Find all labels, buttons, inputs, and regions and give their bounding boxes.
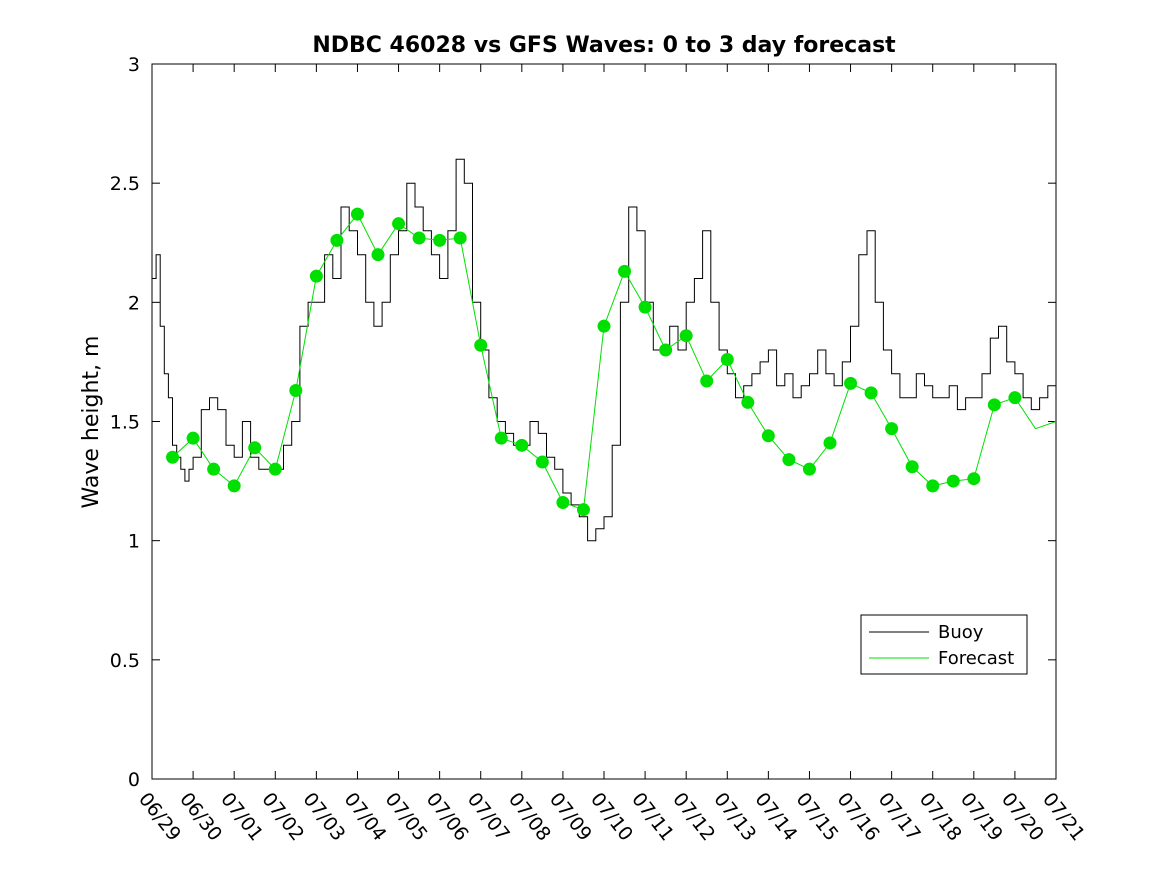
- forecast-marker: [412, 231, 426, 245]
- chart-title: NDBC 46028 vs GFS Waves: 0 to 3 day fore…: [312, 33, 896, 58]
- forecast-marker: [679, 329, 693, 343]
- forecast-marker: [618, 264, 632, 278]
- forecast-marker: [248, 441, 262, 455]
- x-tick-label: 07/15: [792, 789, 843, 846]
- x-tick-label: 07/10: [586, 789, 637, 846]
- x-tick-label: 07/16: [833, 789, 884, 846]
- x-tick-label: 07/20: [997, 789, 1048, 846]
- forecast-marker: [885, 422, 899, 436]
- forecast-marker: [371, 248, 385, 262]
- forecast-marker: [556, 496, 570, 510]
- plot-area: 00.511.522.5306/2906/3007/0107/0207/0307…: [110, 54, 1089, 845]
- forecast-marker: [515, 438, 529, 452]
- x-tick-label: 07/13: [709, 789, 760, 846]
- forecast-marker: [782, 453, 796, 467]
- forecast-marker: [350, 207, 364, 221]
- y-axis-label: Wave height, m: [79, 336, 104, 509]
- x-tick-label: 07/04: [340, 789, 391, 846]
- forecast-marker: [186, 431, 200, 445]
- forecast-marker: [844, 376, 858, 390]
- x-tick-label: 07/12: [668, 789, 719, 846]
- forecast-marker: [741, 395, 755, 409]
- forecast-marker: [433, 233, 447, 247]
- x-tick-label: 07/14: [750, 789, 801, 846]
- x-tick-label: 07/08: [504, 789, 555, 846]
- forecast-marker: [268, 462, 282, 476]
- y-tick-label: 1.5: [110, 412, 140, 434]
- forecast-marker: [946, 474, 960, 488]
- y-tick-label: 2.5: [110, 173, 140, 195]
- x-tick-label: 07/01: [216, 789, 267, 846]
- forecast-marker: [535, 455, 549, 469]
- forecast-marker: [864, 386, 878, 400]
- x-tick-label: 07/02: [257, 789, 308, 846]
- forecast-marker: [494, 431, 508, 445]
- x-tick-label: 07/09: [545, 789, 596, 846]
- x-tick-label: 07/05: [381, 789, 432, 846]
- forecast-marker: [1008, 391, 1022, 405]
- y-tick-label: 0.5: [110, 650, 140, 672]
- forecast-marker: [453, 231, 467, 245]
- x-tick-label: 07/21: [1038, 789, 1089, 846]
- forecast-marker: [330, 233, 344, 247]
- forecast-marker: [207, 462, 221, 476]
- x-tick-label: 06/30: [175, 789, 226, 846]
- x-tick-label: 07/03: [298, 789, 349, 846]
- forecast-marker: [227, 479, 241, 493]
- x-tick-label: 06/29: [134, 789, 185, 846]
- forecast-marker: [823, 436, 837, 450]
- legend-box: [860, 614, 1028, 675]
- forecast-marker: [576, 503, 590, 517]
- y-tick-label: 3: [128, 54, 140, 76]
- forecast-series-line: [172, 213, 1057, 511]
- forecast-marker: [802, 462, 816, 476]
- forecast-marker: [392, 217, 406, 231]
- forecast-marker: [720, 353, 734, 367]
- forecast-marker: [700, 374, 714, 388]
- forecast-marker: [597, 319, 611, 333]
- x-tick-label: 07/11: [627, 789, 678, 846]
- forecast-marker: [474, 338, 488, 352]
- y-tick-label: 0: [128, 769, 140, 791]
- x-tick-label: 07/17: [874, 789, 925, 846]
- x-tick-label: 07/18: [915, 789, 966, 846]
- x-tick-label: 07/06: [422, 789, 473, 846]
- forecast-marker: [166, 450, 180, 464]
- forecast-marker: [761, 429, 775, 443]
- forecast-marker: [659, 343, 673, 357]
- buoy-series-line: [152, 158, 1057, 542]
- forecast-marker: [905, 460, 919, 474]
- forecast-marker: [967, 472, 981, 486]
- legend: Buoy Forecast: [860, 614, 1028, 675]
- forecast-marker: [926, 479, 940, 493]
- forecast-marker: [638, 300, 652, 314]
- forecast-marker: [309, 269, 323, 283]
- forecast-marker: [987, 398, 1001, 412]
- forecast-marker: [289, 384, 303, 398]
- x-tick-label: 07/07: [463, 789, 514, 846]
- legend-forecast-label: Forecast: [938, 648, 1014, 669]
- x-tick-label: 07/19: [956, 789, 1007, 846]
- y-tick-label: 1: [128, 531, 140, 553]
- legend-buoy-label: Buoy: [938, 622, 984, 643]
- y-tick-label: 2: [128, 292, 140, 314]
